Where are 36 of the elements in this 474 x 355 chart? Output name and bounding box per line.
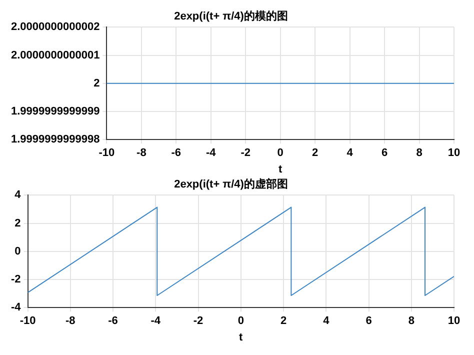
x-axis-title: t bbox=[278, 163, 283, 176]
y-tick-label: 2.0000000000001 bbox=[10, 49, 100, 62]
x-tick-label: 6 bbox=[366, 315, 372, 328]
x-tick-label: 2 bbox=[312, 147, 318, 160]
x-tick-label: 2 bbox=[280, 315, 287, 328]
x-tick-label: -4 bbox=[150, 315, 162, 328]
chart-title: 2exp(i(t+ π/4)的虚部图 bbox=[174, 178, 288, 191]
x-tick-label: 10 bbox=[448, 147, 460, 160]
x-tick-label: 4 bbox=[346, 147, 354, 160]
x-axis-title: t bbox=[239, 331, 244, 344]
y-tick-label: 4 bbox=[14, 189, 22, 202]
x-tick-label: -8 bbox=[66, 315, 76, 328]
x-tick-label: 8 bbox=[416, 147, 422, 160]
y-tick-label: 2.0000000000002 bbox=[10, 21, 100, 34]
y-tick-label: 1.9999999999999 bbox=[10, 105, 100, 118]
chart-title: 2exp(i(t+ π/4)的模的图 bbox=[174, 10, 288, 23]
x-tick-label: 8 bbox=[408, 315, 414, 328]
x-tick-label: 6 bbox=[381, 147, 388, 160]
x-tick-label: 0 bbox=[238, 315, 244, 328]
x-tick-label: -10 bbox=[20, 315, 36, 328]
y-tick-label: 2 bbox=[14, 217, 21, 230]
x-tick-label: -6 bbox=[108, 315, 118, 328]
x-tick-label: -10 bbox=[98, 147, 115, 160]
x-tick-label: 10 bbox=[448, 315, 460, 328]
x-tick-label: -4 bbox=[206, 147, 217, 160]
x-tick-label: 4 bbox=[323, 315, 330, 328]
y-tick-label: 2 bbox=[94, 77, 100, 90]
x-tick-label: -8 bbox=[136, 147, 146, 160]
y-tick-label: 1.9999999999998 bbox=[10, 134, 100, 146]
x-tick-label: 0 bbox=[277, 147, 284, 160]
x-tick-label: -2 bbox=[240, 147, 251, 160]
y-tick-label: -4 bbox=[11, 302, 22, 314]
x-tick-label: -6 bbox=[171, 147, 182, 160]
x-tick-label: -2 bbox=[193, 315, 204, 328]
y-tick-label: -2 bbox=[11, 274, 21, 286]
y-tick-label: 0 bbox=[14, 245, 21, 258]
